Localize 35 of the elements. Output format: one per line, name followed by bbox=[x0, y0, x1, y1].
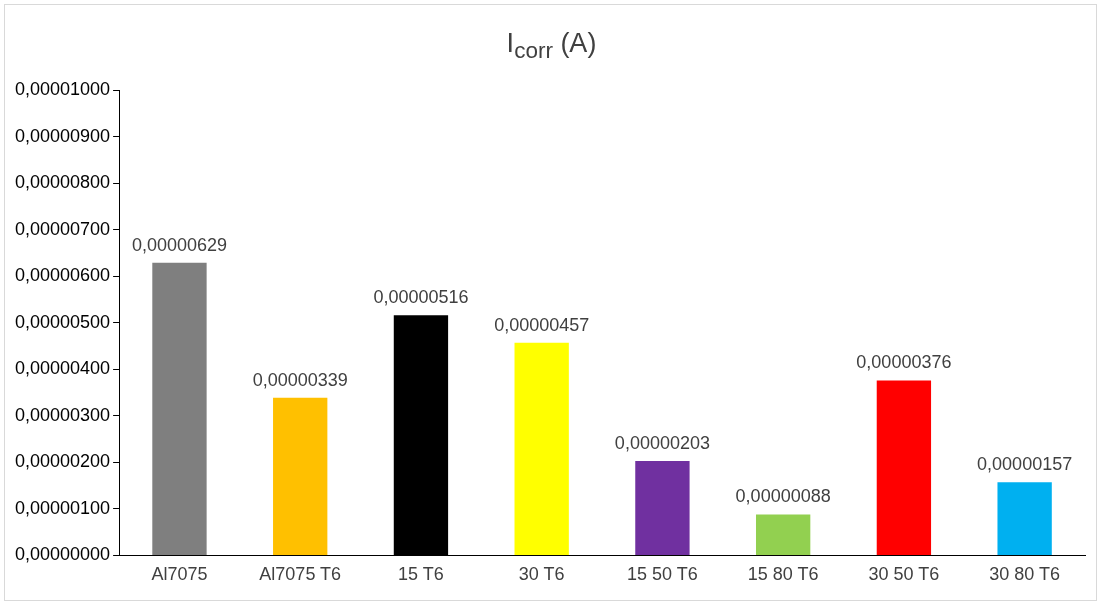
data-label: 0,00000157 bbox=[977, 454, 1073, 475]
bar bbox=[755, 514, 811, 555]
x-tick-label: 30 50 T6 bbox=[868, 564, 940, 585]
x-tick-label: 15 50 T6 bbox=[627, 564, 698, 585]
x-tick-label: Al7075 T6 bbox=[259, 564, 342, 585]
y-tick-label: 0,00000900 bbox=[14, 125, 111, 146]
x-tick-label: 15 T6 bbox=[398, 564, 444, 585]
bar bbox=[876, 380, 932, 555]
data-label: 0,00000457 bbox=[494, 314, 590, 335]
data-label: 0,00000629 bbox=[131, 234, 228, 255]
bar bbox=[273, 397, 328, 555]
bar bbox=[997, 482, 1052, 555]
bar bbox=[514, 342, 569, 555]
y-tick-label: 0,00000400 bbox=[14, 358, 111, 379]
y-tick-label: 0,00000600 bbox=[14, 265, 111, 286]
bar bbox=[635, 460, 690, 555]
bar bbox=[152, 262, 207, 555]
x-tick-label: 30 80 T6 bbox=[989, 564, 1060, 585]
chart-title: I$_{corr}$ (A) bbox=[505, 28, 598, 65]
data-label: 0,00000376 bbox=[856, 352, 952, 373]
x-tick-label: 30 T6 bbox=[518, 564, 565, 585]
y-tick-label: 0,00000500 bbox=[14, 311, 111, 332]
x-tick-label: 15 80 T6 bbox=[747, 564, 819, 585]
data-label: 0,00000088 bbox=[735, 486, 831, 507]
y-tick-label: 0,00000000 bbox=[14, 544, 111, 565]
y-tick-label: 0,00001000 bbox=[14, 78, 111, 99]
y-tick-label: 0,00000700 bbox=[14, 218, 111, 239]
y-tick-label: 0,00000300 bbox=[14, 404, 111, 425]
y-tick-label: 0,00000100 bbox=[14, 497, 111, 518]
x-tick-label: Al7075 bbox=[151, 564, 208, 585]
y-tick-label: 0,00000200 bbox=[14, 451, 111, 472]
data-label: 0,00000516 bbox=[373, 287, 469, 308]
data-label: 0,00000203 bbox=[614, 432, 710, 453]
data-label: 0,00000339 bbox=[252, 369, 348, 390]
y-tick-label: 0,00000800 bbox=[14, 172, 111, 193]
